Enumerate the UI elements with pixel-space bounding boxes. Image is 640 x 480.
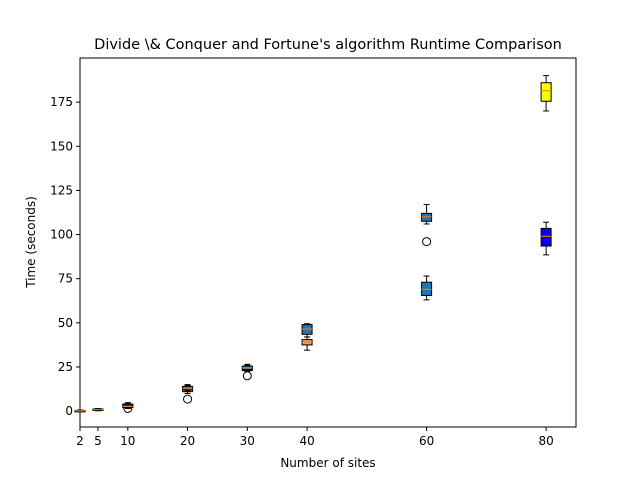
box-plot: [182, 384, 194, 392]
x-tick-label: 30: [240, 434, 255, 448]
outlier-point: [242, 371, 252, 381]
outlier-point: [422, 237, 432, 247]
x-tick-label: 10: [120, 434, 135, 448]
x-tick-label: 20: [180, 434, 195, 448]
y-tick-label: 150: [50, 139, 73, 153]
box: [540, 82, 552, 102]
box-plot: [540, 221, 552, 256]
box-plot: [301, 336, 313, 351]
box-plot: [241, 364, 253, 372]
chart-title: Divide \& Conquer and Fortune's algorith…: [94, 37, 562, 53]
box-plot: [421, 275, 433, 301]
x-axis: 2 5 10 20 30 40 60 80: [76, 427, 554, 448]
y-tick-label: 50: [58, 316, 73, 330]
x-tick-label: 40: [299, 434, 314, 448]
y-tick-label: 175: [50, 95, 73, 109]
plot-area: [79, 57, 577, 428]
box-plot: [540, 75, 552, 112]
x-tick-label: 2: [76, 434, 84, 448]
box-series: [74, 75, 552, 413]
y-tick-label: 25: [58, 360, 73, 374]
y-axis: 0 25 50 75 100 125 150 175: [50, 95, 80, 418]
x-axis-label: Number of sites: [280, 456, 375, 470]
box-plot: [92, 407, 104, 412]
y-tick-label: 125: [50, 183, 73, 197]
y-tick-label: 100: [50, 228, 73, 242]
y-axis-label: Time (seconds): [24, 196, 38, 289]
box: [540, 227, 552, 247]
y-tick-label: 75: [58, 272, 73, 286]
box-plot: [421, 204, 433, 247]
y-tick-label: 0: [65, 404, 73, 418]
box-plot: [301, 323, 313, 338]
box-plot: [122, 403, 134, 409]
x-tick-label: 80: [538, 434, 553, 448]
x-tick-label: 60: [419, 434, 434, 448]
box-plot: [74, 409, 86, 413]
x-tick-label: 5: [94, 434, 102, 448]
outlier-point: [183, 394, 193, 404]
